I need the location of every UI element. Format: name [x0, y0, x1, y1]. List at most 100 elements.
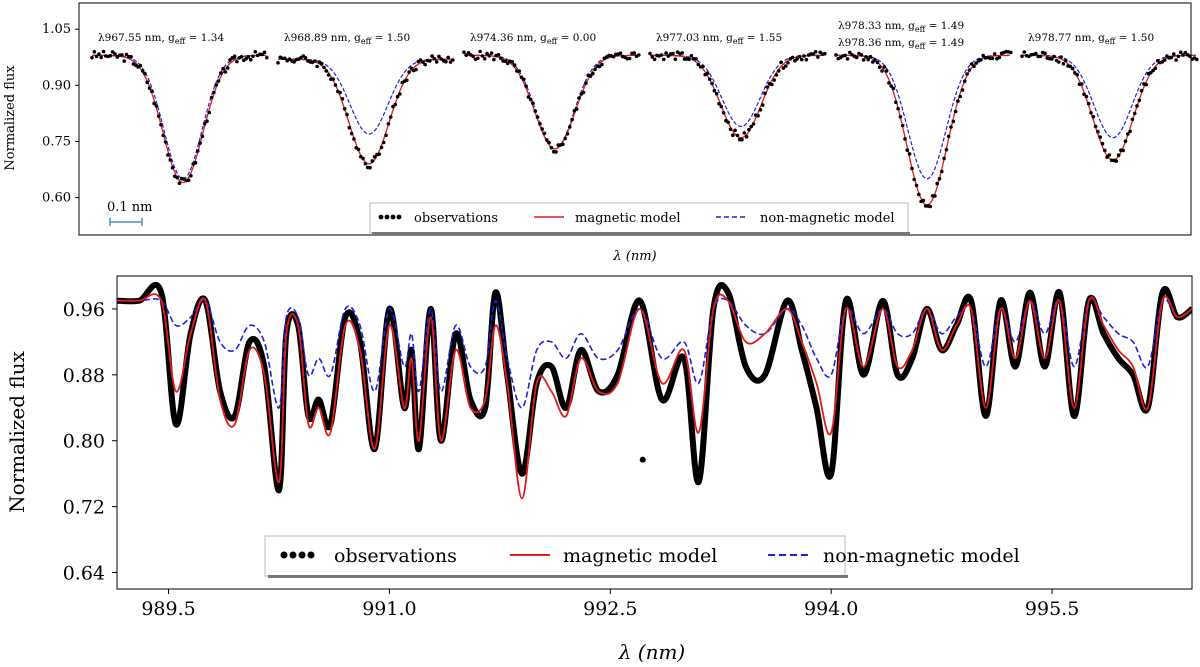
bottom-y-tick-label: 0.80 — [63, 431, 105, 453]
top-observation-point — [721, 111, 726, 115]
top-observation-point — [701, 64, 705, 69]
top-observation-point — [531, 101, 535, 105]
top-observation-point — [933, 194, 937, 198]
top-observation-point — [292, 60, 296, 64]
top-observation-point — [1093, 124, 1098, 129]
bottom-y-ticks: 0.96 0.88 0.80 0.72 0.64 — [63, 299, 117, 585]
bottom-y-tick-label: 0.64 — [63, 563, 105, 585]
top-observation-point — [884, 69, 889, 73]
top-observation-point — [512, 63, 517, 67]
top-observation-point — [448, 60, 453, 64]
top-observation-point — [129, 55, 133, 59]
top-observation-point — [108, 53, 113, 58]
scale-bar-label: 0.1 nm — [107, 200, 153, 215]
top-observation-point — [94, 54, 99, 59]
bottom-legend-box — [264, 535, 846, 577]
top-observation-point — [205, 119, 209, 123]
top-legend-obs-marker — [378, 214, 402, 220]
top-observation-point — [189, 174, 193, 178]
top-observation-point — [797, 54, 802, 59]
top-observation-point — [522, 77, 526, 82]
top-observation-point — [944, 147, 949, 152]
top-observation-point — [751, 122, 756, 126]
bottom-y-tick-label: 0.88 — [63, 365, 105, 387]
top-observation-point — [331, 77, 336, 81]
top-nonmagnetic-model-curve — [278, 58, 452, 135]
top-nonmagnetic-model-curve — [92, 54, 266, 180]
top-observation-point — [170, 166, 175, 170]
top-observation-point — [848, 50, 852, 55]
top-observation-point — [593, 67, 597, 72]
top-observation-point — [1188, 54, 1192, 58]
top-observation-point — [588, 74, 593, 78]
bottom-x-tick-label: 989.5 — [141, 598, 195, 620]
top-observation-point — [1038, 54, 1043, 59]
top-observation-point — [726, 120, 730, 125]
top-observation-point — [198, 141, 202, 145]
top-observation-point — [471, 54, 476, 59]
top-observation-point — [1126, 132, 1130, 136]
top-observation-point — [487, 53, 492, 58]
top-observation-point — [940, 169, 944, 174]
top-observation-point — [221, 66, 225, 71]
top-observation-point — [535, 115, 540, 119]
top-observation-point — [538, 122, 542, 126]
top-observation-point — [937, 176, 942, 181]
top-observation-point — [393, 102, 398, 107]
top-observation-point — [887, 81, 891, 85]
top-observation-point — [735, 133, 740, 138]
top-observation-point — [1121, 148, 1125, 153]
top-observation-point — [384, 133, 388, 138]
top-observation-point — [177, 181, 182, 186]
top-observation-point — [584, 81, 588, 85]
top-observation-point — [361, 156, 365, 161]
top-observation-point — [370, 159, 375, 163]
top-observation-point — [1068, 64, 1073, 69]
top-observation-point — [276, 61, 280, 65]
bottom-x-tick-label: 992.5 — [583, 598, 637, 620]
top-observation-point — [434, 60, 439, 64]
top-observation-point — [907, 152, 912, 156]
top-observation-point — [891, 86, 896, 91]
top-observation-point — [138, 63, 143, 68]
top-observation-point — [166, 153, 170, 157]
top-observation-point — [898, 115, 903, 119]
top-observation-point — [372, 155, 377, 159]
top-observation-point — [960, 88, 965, 92]
top-observation-point — [395, 94, 400, 99]
top-magnetic-model-curve — [1022, 54, 1196, 161]
top-observation-point — [790, 55, 795, 60]
top-observation-point — [528, 97, 533, 102]
top-observation-point — [795, 57, 799, 61]
top-observation-point — [804, 57, 809, 62]
top-observation-point — [570, 117, 574, 122]
top-observation-point — [912, 177, 916, 182]
top-observation-point — [1123, 139, 1128, 143]
top-line-label: λ978.77 nm, geff = 1.50 — [1028, 32, 1154, 46]
top-observation-point — [482, 56, 487, 61]
top-observation-point — [1009, 50, 1013, 55]
top-observation-point — [946, 134, 951, 139]
top-observation-point — [1149, 70, 1153, 75]
top-observation-point — [671, 51, 675, 56]
top-legend-shadow — [372, 232, 910, 235]
top-observation-point — [903, 137, 907, 141]
top-observation-point — [349, 131, 354, 136]
top-observation-point — [239, 55, 244, 59]
top-observation-point — [466, 51, 471, 55]
top-observation-point — [489, 51, 494, 55]
bottom-series — [117, 281, 1192, 500]
top-observation-point — [563, 136, 567, 141]
top-observation-point — [889, 84, 893, 88]
top-observation-point — [1169, 55, 1174, 60]
top-observation-point — [145, 80, 149, 85]
bottom-x-tick-label: 995.5 — [1025, 598, 1079, 620]
top-observation-point — [430, 54, 434, 58]
top-observation-point — [437, 54, 441, 59]
top-observation-point — [744, 134, 749, 139]
top-observation-point — [1084, 94, 1089, 99]
top-observation-point — [1098, 135, 1102, 139]
top-observation-point — [1100, 141, 1105, 146]
top-observation-point — [510, 60, 515, 64]
